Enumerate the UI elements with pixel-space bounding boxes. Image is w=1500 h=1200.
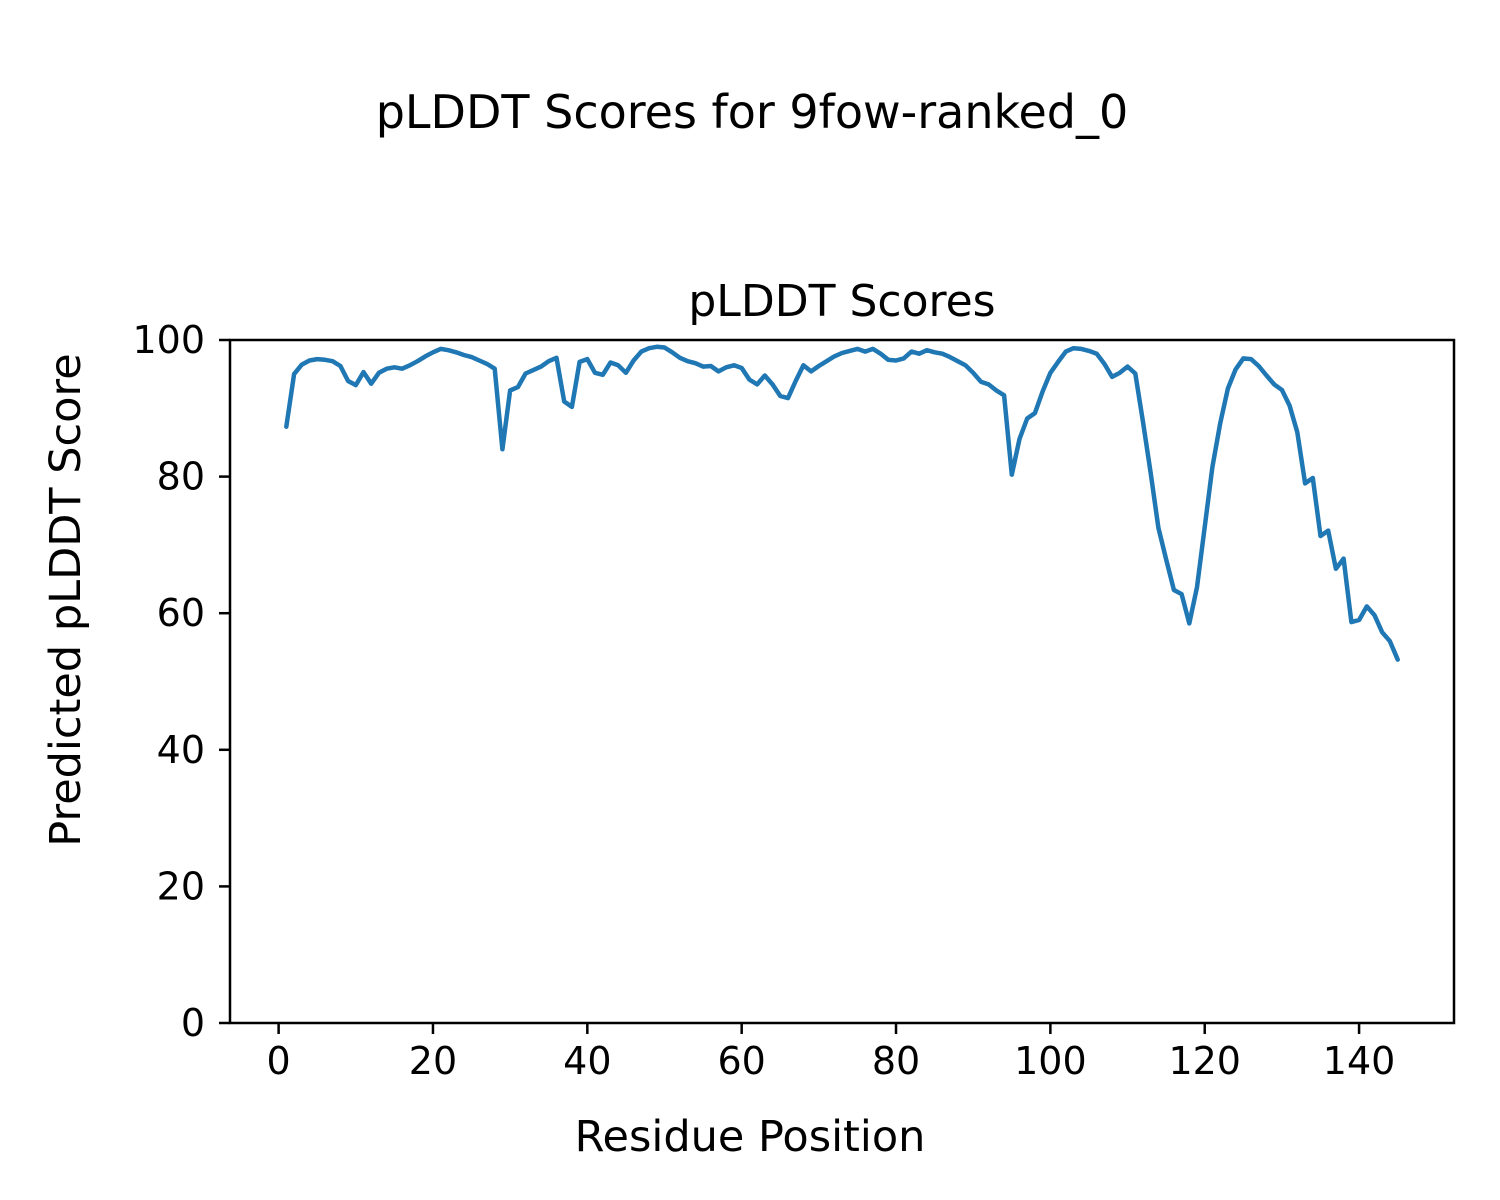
y-tick-label: 0 [181,1001,205,1045]
x-tick-label: 120 [1168,1039,1241,1083]
x-tick-label: 60 [717,1039,765,1083]
figure-suptitle: pLDDT Scores for 9fow-ranked_0 [376,85,1129,139]
x-tick-label: 100 [1014,1039,1087,1083]
x-tick-label: 80 [872,1039,920,1083]
x-tick-label: 140 [1323,1039,1396,1083]
y-tick-label: 60 [157,591,205,635]
y-axis-ticks: 0 20 40 60 80 100 [132,318,230,1045]
plddt-score-line [284,344,1400,662]
y-tick-label: 20 [157,864,205,908]
x-tick-label: 20 [409,1039,457,1083]
x-axis-label: Residue Position [575,1112,926,1162]
axes-title: pLDDT Scores [688,276,995,327]
y-tick-label: 100 [132,318,205,362]
x-tick-label: 40 [563,1039,611,1083]
x-axis-ticks: 0 20 40 60 80 100 120 140 [267,1023,1396,1083]
y-tick-label: 40 [157,728,205,772]
plot-frame [228,338,1456,1025]
x-tick-label: 0 [267,1039,291,1083]
y-axis-label: Predicted pLDDT Score [41,353,91,846]
y-tick-label: 80 [157,455,205,499]
